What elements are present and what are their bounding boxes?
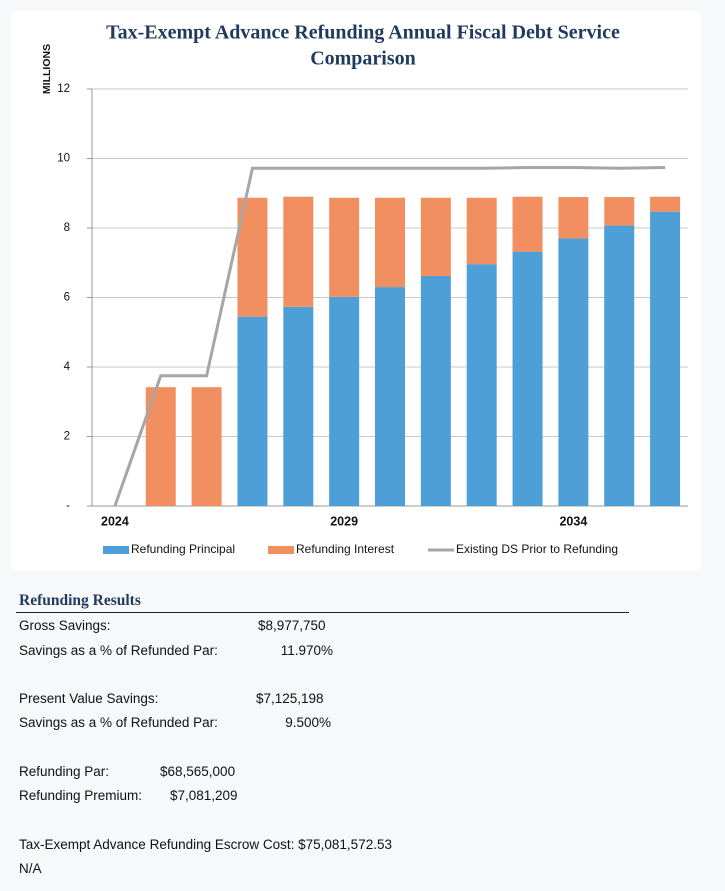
section-title: Refunding Results bbox=[19, 592, 141, 609]
y-tick-label: 4 bbox=[64, 361, 71, 373]
chart: Tax-Exempt Advance Refunding Annual Fisc… bbox=[41, 22, 688, 556]
bar-segment bbox=[329, 197, 360, 297]
y-tick-label: - bbox=[66, 500, 70, 512]
x-tick-label: 2029 bbox=[330, 514, 358, 528]
bar-segment bbox=[191, 387, 222, 506]
x-tick-label: 2034 bbox=[559, 514, 587, 528]
label: Gross Savings: bbox=[19, 618, 111, 633]
value: 9.500% bbox=[285, 715, 331, 730]
bar-segment bbox=[283, 306, 314, 506]
chart-title: Comparison bbox=[310, 48, 416, 70]
legend-swatch bbox=[103, 546, 129, 554]
y-tick-label: 6 bbox=[64, 292, 70, 304]
bar-segment bbox=[512, 251, 543, 506]
bar-segment bbox=[237, 316, 268, 506]
value: 11.970% bbox=[280, 643, 333, 658]
label: Refunding Premium: bbox=[19, 788, 143, 803]
bar-segment bbox=[329, 296, 360, 506]
bar-segment bbox=[512, 196, 543, 252]
chart-panel: Tax-Exempt Advance Refunding Annual Fisc… bbox=[11, 11, 701, 570]
value: $68,565,000 bbox=[160, 764, 236, 779]
bar-segment bbox=[558, 197, 589, 239]
x-tick-label: 2024 bbox=[101, 514, 129, 528]
y-axis-label: MILLIONS bbox=[41, 44, 53, 94]
label: Present Value Savings: bbox=[19, 691, 159, 706]
escrow-cost: Tax-Exempt Advance Refunding Escrow Cost… bbox=[19, 837, 392, 852]
value: $8,977,750 bbox=[258, 618, 326, 633]
y-tick-label: 2 bbox=[64, 431, 70, 443]
bar-segment bbox=[375, 197, 405, 288]
bar-segment bbox=[466, 197, 497, 265]
line-series bbox=[113, 166, 666, 507]
bar-segment bbox=[420, 275, 451, 506]
section-rule bbox=[16, 612, 629, 613]
bar-segment bbox=[558, 238, 589, 507]
bar-segment bbox=[604, 225, 635, 506]
label: Savings as a % of Refunded Par: bbox=[19, 643, 218, 658]
legend-swatch bbox=[268, 546, 294, 554]
bar-segment bbox=[650, 211, 681, 507]
bar-segment bbox=[283, 196, 314, 307]
label: Refunding Par: bbox=[19, 764, 110, 779]
value: $7,125,198 bbox=[256, 691, 324, 706]
value: $7,081,209 bbox=[170, 788, 238, 803]
bar-segment bbox=[604, 197, 635, 226]
bar-segment bbox=[650, 196, 681, 212]
bar-segment bbox=[420, 197, 451, 276]
y-tick-label: 10 bbox=[57, 153, 70, 165]
y-tick-label: 8 bbox=[64, 222, 70, 234]
bar-segment bbox=[466, 264, 497, 506]
bar-segment bbox=[375, 287, 405, 506]
legend-label: Refunding Principal bbox=[131, 542, 235, 556]
label: Savings as a % of Refunded Par: bbox=[19, 715, 218, 730]
y-tick-label: 12 bbox=[57, 83, 70, 95]
note: N/A bbox=[19, 861, 42, 876]
legend-label: Existing DS Prior to Refunding bbox=[456, 542, 618, 556]
legend-label: Refunding Interest bbox=[296, 542, 395, 556]
chart-title: Tax-Exempt Advance Refunding Annual Fisc… bbox=[106, 22, 620, 44]
